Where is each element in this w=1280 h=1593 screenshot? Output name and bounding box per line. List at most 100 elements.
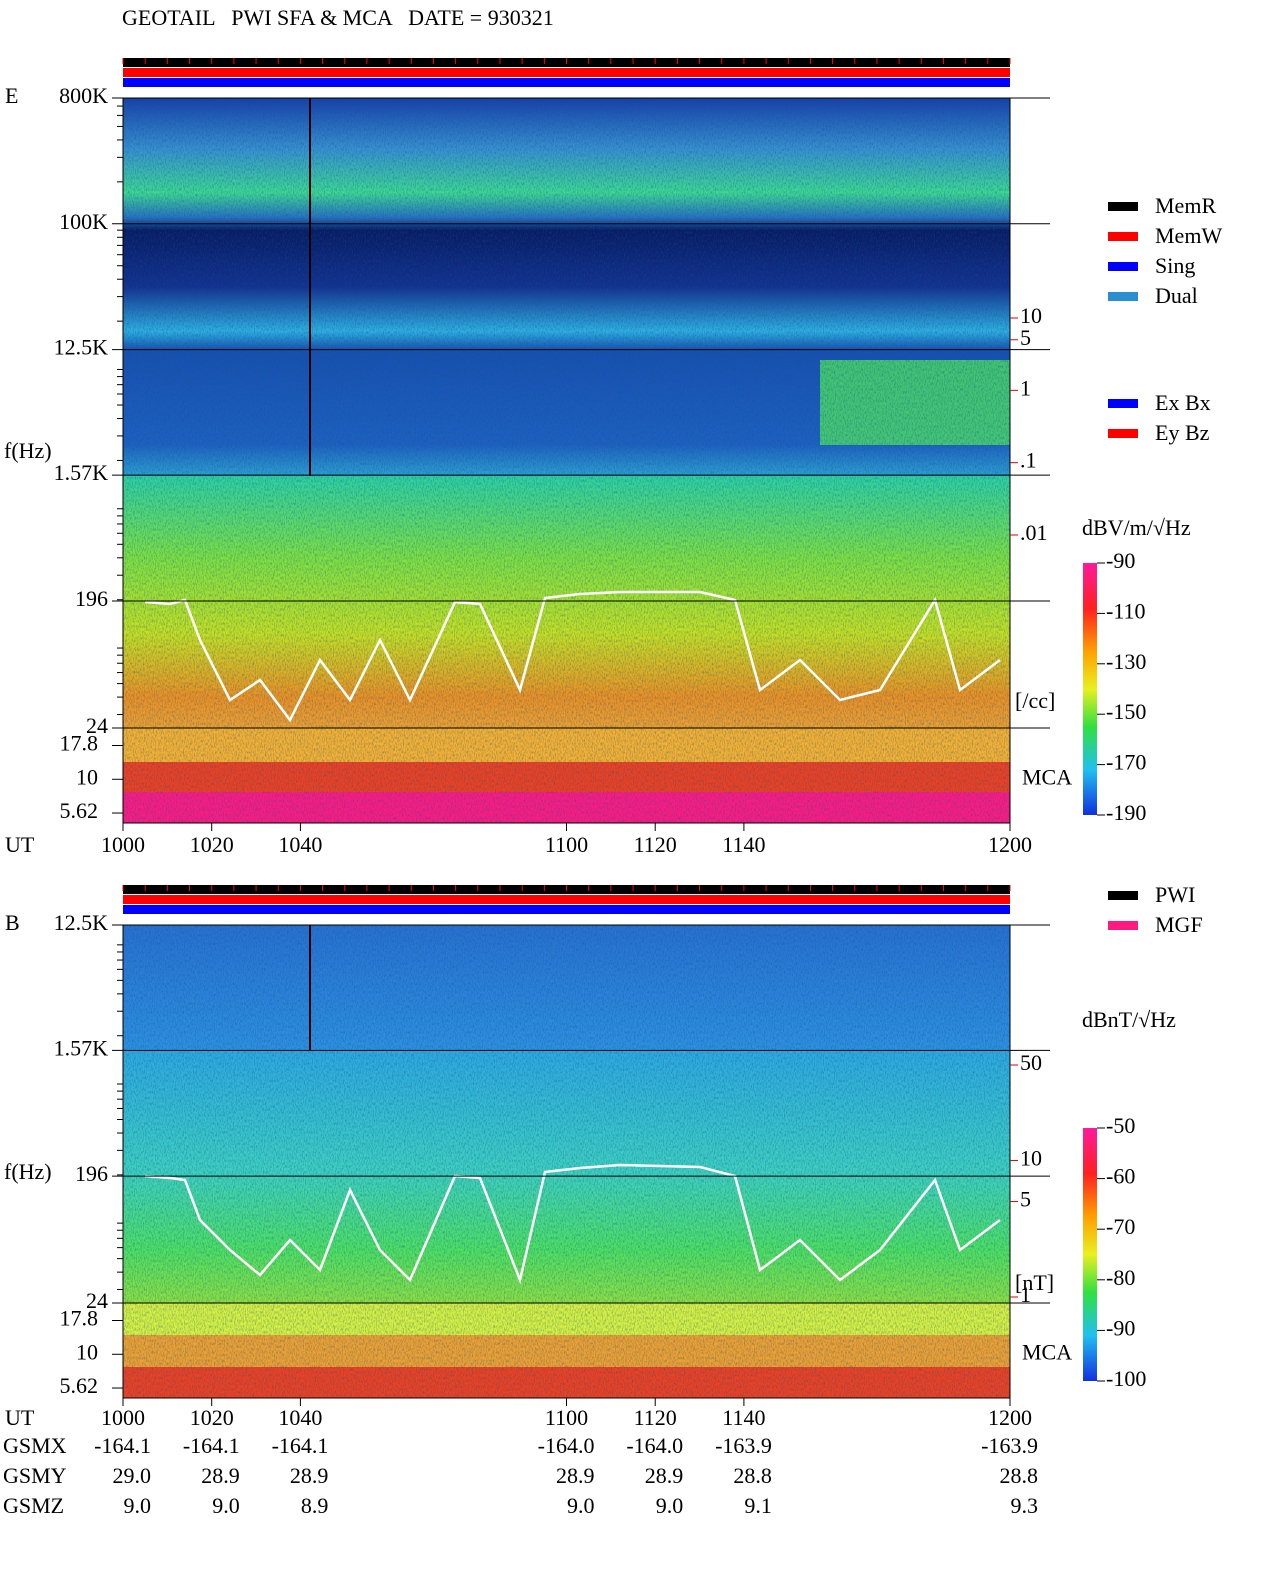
orbit-value: -164.1 <box>183 1433 240 1458</box>
colorbar-tick-label: -60 <box>1106 1164 1135 1189</box>
mca-tick-label: 5.62 <box>60 1373 99 1398</box>
x-tick-label: 1040 <box>278 832 322 857</box>
x-tick-label: 1000 <box>101 1405 145 1430</box>
mca-tick-label: 17.8 <box>60 1306 99 1331</box>
x-tick-label: 1120 <box>634 832 677 857</box>
x-axis-label: UT <box>5 1405 35 1430</box>
density-tick-label: 1 <box>1020 375 1031 400</box>
orbit-value: -164.0 <box>538 1433 595 1458</box>
colorbar-tick-label: -90 <box>1106 1315 1135 1340</box>
orbit-value: 9.1 <box>744 1493 772 1518</box>
title: GEOTAIL PWI SFA & MCA DATE = 930321 <box>122 5 554 30</box>
y-tick-label: 12.5K <box>54 335 109 360</box>
orbit-value: -164.1 <box>272 1433 329 1458</box>
orbit-value: -164.1 <box>94 1433 151 1458</box>
orbit-value: 9.3 <box>1011 1493 1039 1518</box>
colorbar <box>1083 1128 1097 1381</box>
density-tick-label: .1 <box>1020 448 1037 473</box>
mca-tick-label: 10 <box>76 1339 98 1364</box>
mca-label: MCA <box>1022 764 1072 789</box>
panel-label: E <box>5 83 18 108</box>
legend-swatch <box>1108 292 1138 301</box>
colorbar-tick-label: -100 <box>1106 1366 1146 1391</box>
colorbar-unit: dBV/m/√Hz <box>1082 515 1191 540</box>
density-tick-label: 1 <box>1020 1282 1031 1307</box>
density-unit: [nT] <box>1015 1270 1054 1295</box>
density-tick-label: 5 <box>1020 325 1031 350</box>
colorbar-tick-label: -90 <box>1106 548 1135 573</box>
cyclotron-trace <box>144 1163 1001 1285</box>
status-bar <box>123 68 1010 77</box>
y-tick-label: 100K <box>59 209 108 234</box>
x-tick-label: 1020 <box>190 1405 234 1430</box>
mca-tick-label: 5.62 <box>60 798 99 823</box>
legend-label: Dual <box>1155 283 1198 308</box>
colorbar-tick-label: -80 <box>1106 1265 1135 1290</box>
legend-label: Ex Bx <box>1155 390 1211 415</box>
legend-swatch <box>1108 921 1138 930</box>
orbit-value: 28.9 <box>645 1463 684 1488</box>
y-axis-label: f(Hz) <box>4 1159 52 1184</box>
orbit-value: 28.8 <box>1000 1463 1039 1488</box>
colorbar-unit: dBnT/√Hz <box>1082 1007 1176 1032</box>
density-tick-label: 5 <box>1020 1187 1031 1212</box>
x-tick-label: 1200 <box>988 1405 1032 1430</box>
orbit-value: -163.9 <box>981 1433 1038 1458</box>
status-bar <box>123 78 1010 87</box>
density-tick-label: 10 <box>1020 303 1042 328</box>
orbit-value: 9.0 <box>124 1493 152 1518</box>
cyclotron-trace <box>144 590 1001 723</box>
legend-label: PWI <box>1155 882 1195 907</box>
y-tick-label: 1.57K <box>54 1035 109 1060</box>
x-tick-label: 1120 <box>634 1405 677 1430</box>
orbit-value: 28.9 <box>290 1463 329 1488</box>
orbit-row-name: GSMX <box>3 1433 67 1458</box>
legend-label: Ey Bz <box>1155 420 1210 445</box>
y-tick-label: 196 <box>75 586 108 611</box>
density-tick-label: 10 <box>1020 1145 1042 1170</box>
y-tick-label: 24 <box>86 1288 108 1313</box>
density-tick-label: 50 <box>1020 1050 1042 1075</box>
colorbar-tick-label: -50 <box>1106 1113 1135 1138</box>
x-tick-label: 1040 <box>278 1405 322 1430</box>
colorbar-tick-label: -70 <box>1106 1214 1135 1239</box>
orbit-value: 9.0 <box>567 1493 595 1518</box>
orbit-value: 9.0 <box>656 1493 684 1518</box>
x-tick-label: 1140 <box>722 1405 765 1430</box>
x-tick-label: 1200 <box>988 832 1032 857</box>
y-axis-label: f(Hz) <box>4 438 52 463</box>
legend-swatch <box>1108 262 1138 271</box>
y-tick-label: 24 <box>86 713 108 738</box>
orbit-value: 28.9 <box>556 1463 595 1488</box>
legend-swatch <box>1108 202 1138 211</box>
legend-label: Sing <box>1155 253 1195 278</box>
mca-tick-label: 10 <box>76 764 98 789</box>
x-tick-label: 1000 <box>101 832 145 857</box>
density-tick-label: .01 <box>1020 520 1048 545</box>
colorbar <box>1083 563 1097 815</box>
y-tick-label: 12.5K <box>54 910 109 935</box>
colorbar-tick-label: -110 <box>1106 598 1146 623</box>
density-unit: [/cc] <box>1015 688 1055 713</box>
legend-swatch <box>1108 399 1138 408</box>
y-tick-label: 800K <box>59 83 108 108</box>
x-tick-label: 1140 <box>722 832 765 857</box>
y-tick-label: 196 <box>75 1161 108 1186</box>
mca-tick-label: 17.8 <box>60 731 99 756</box>
orbit-row-name: GSMZ <box>3 1493 64 1518</box>
colorbar-tick-label: -150 <box>1106 699 1146 724</box>
status-bar <box>123 905 1010 914</box>
legend-swatch <box>1108 891 1138 900</box>
legend-swatch <box>1108 232 1138 241</box>
legend-label: MemR <box>1155 193 1216 218</box>
texture <box>123 925 1010 1398</box>
colorbar-tick-label: -190 <box>1106 800 1146 825</box>
orbit-value: 9.0 <box>212 1493 240 1518</box>
mca-label: MCA <box>1022 1339 1072 1364</box>
x-tick-label: 1100 <box>545 832 588 857</box>
legend-label: MemW <box>1155 223 1222 248</box>
orbit-value: 29.0 <box>113 1463 152 1488</box>
colorbar-tick-label: -130 <box>1106 649 1146 674</box>
orbit-row-name: GSMY <box>3 1463 67 1488</box>
